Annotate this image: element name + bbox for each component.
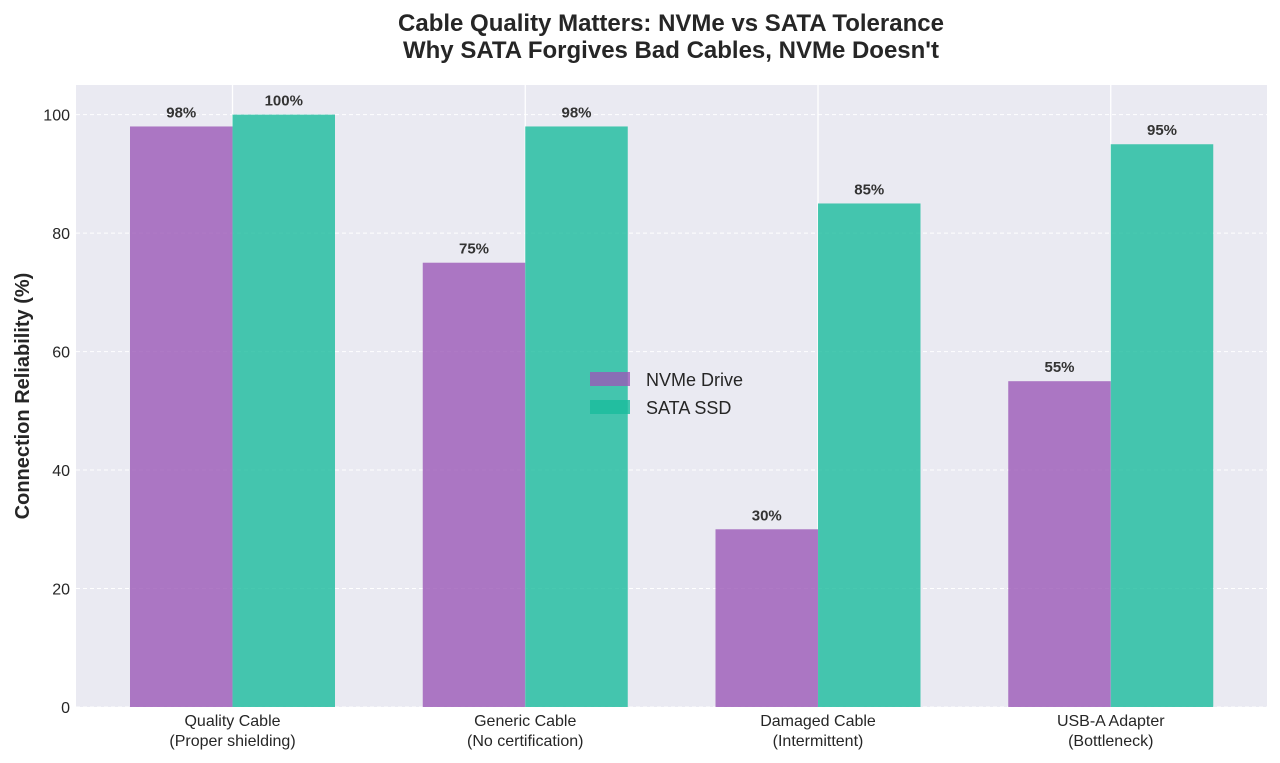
y-tick-label: 40: [52, 463, 70, 480]
x-tick-label: Generic Cable: [474, 713, 576, 730]
bars-group: [130, 114, 1214, 708]
x-tick-label: (Intermittent): [773, 733, 864, 750]
bar-sata-ssd: [232, 114, 335, 708]
x-axis-ticks: Quality Cable (Proper shielding) Generic C…: [169, 713, 1165, 750]
y-axis-label: Connection Reliability (%): [12, 273, 34, 520]
data-label: 30%: [752, 507, 782, 524]
legend: NVMe Drive SATA SSD: [590, 370, 743, 418]
data-label: 98%: [561, 104, 591, 121]
bar-nvme-drive: [1008, 381, 1111, 707]
x-tick-label: USB-A Adapter: [1057, 713, 1165, 730]
data-label: 95%: [1147, 122, 1177, 139]
y-tick-label: 100: [43, 108, 70, 125]
data-label: 100%: [265, 93, 303, 110]
chart-title-line-1: Cable Quality Matters: NVMe vs SATA Tole…: [398, 10, 944, 37]
x-tick-label: Damaged Cable: [760, 713, 876, 730]
bar-sata-ssd: [1110, 144, 1214, 707]
bar-sata-ssd: [525, 126, 628, 707]
data-label: 85%: [854, 181, 884, 198]
x-tick-label: (No certification): [467, 733, 583, 750]
bar-nvme-drive: [715, 529, 818, 707]
data-label: 55%: [1044, 359, 1074, 376]
legend-swatch: [590, 372, 630, 386]
x-tick-label: (Bottleneck): [1068, 733, 1153, 750]
bar-sata-ssd: [818, 203, 921, 707]
data-label: 75%: [459, 241, 489, 258]
legend-label: NVMe Drive: [646, 370, 743, 390]
y-axis-ticks: 0 20 40 60 80 100: [43, 108, 70, 717]
x-tick-label: Quality Cable: [184, 713, 280, 730]
legend-label: SATA SSD: [646, 398, 731, 418]
chart-title-line-2: Why SATA Forgives Bad Cables, NVMe Doesn…: [403, 37, 939, 64]
bar-nvme-drive: [422, 262, 526, 707]
y-tick-label: 80: [52, 226, 70, 243]
data-label: 98%: [166, 104, 196, 121]
y-tick-label: 0: [61, 700, 70, 717]
y-tick-label: 60: [52, 345, 70, 362]
x-tick-label: (Proper shielding): [169, 733, 295, 750]
bar-nvme-drive: [130, 126, 233, 707]
y-tick-label: 20: [52, 582, 70, 599]
legend-swatch: [590, 400, 630, 414]
data-labels-group: 98% 75% 30% 55% 100% 98% 85% 95%: [166, 93, 1177, 525]
